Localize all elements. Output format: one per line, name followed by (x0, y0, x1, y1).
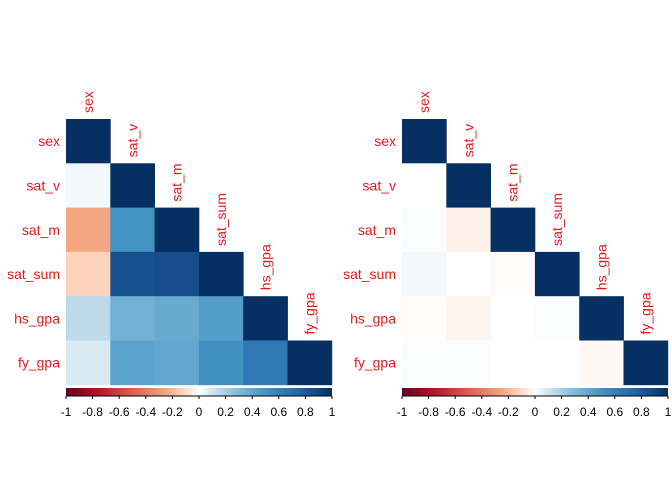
colorbar-tick-label: -0.8 (82, 405, 103, 419)
row-label-sex: sex (374, 133, 396, 149)
heatmap-cell-sat_m-sex (402, 207, 447, 253)
colorbar (402, 388, 668, 396)
colorbar-tick-label: 0.2 (217, 405, 234, 419)
heatmap-cell-sat_m-sat_m (490, 207, 536, 253)
row-label-sat_m: sat_m (22, 222, 60, 238)
correlogram-panel-2: sex sat_v sat_m sat_sum hs_gpa fy_gpa sex sat_v… (343, 91, 672, 419)
row-label-sex: sex (38, 133, 60, 149)
row-label-sat_v: sat_v (363, 177, 396, 193)
heatmap-cell-sat_sum-sex (66, 251, 111, 297)
column-label-sat_m: sat_m (169, 163, 185, 201)
colorbar-tick-label: 1 (665, 405, 672, 419)
colorbar (66, 388, 332, 396)
colorbar-tick-label: 0.6 (606, 405, 623, 419)
heatmap-cell-sat_v-sat_v (446, 163, 491, 208)
column-label-sat_v: sat_v (460, 124, 476, 157)
heatmap-cell-fy_gpa-sat_sum (534, 340, 580, 386)
colorbar-tick-label: -1 (397, 405, 408, 419)
row-label-sat_sum: sat_sum (343, 266, 396, 282)
colorbar-tick-label: -1 (61, 405, 72, 419)
heatmap-cell-sat_sum-sat_m (490, 251, 536, 297)
colorbar-tick-label: 0.4 (244, 405, 261, 419)
heatmap-cell-fy_gpa-fy_gpa (623, 340, 669, 386)
column-label-fy_gpa: fy_gpa (638, 292, 654, 334)
row-label-sat_m: sat_m (358, 222, 396, 238)
heatmap-cell-sat_sum-sat_sum (198, 251, 244, 297)
colorbar-tick-label: 1 (329, 405, 336, 419)
heatmap-cell-fy_gpa-sat_m (154, 340, 200, 386)
heatmap-cell-hs_gpa-hs_gpa (579, 296, 624, 341)
heatmap-cell-hs_gpa-sat_v (446, 296, 491, 341)
colorbar-tick-label: -0.6 (445, 405, 466, 419)
heatmap-cell-hs_gpa-sat_m (490, 296, 536, 341)
colorbar-tick-label: 0 (532, 405, 539, 419)
heatmap-cell-sat_sum-sat_m (154, 251, 200, 297)
column-label-sex: sex (80, 91, 96, 113)
heatmap-cell-sex-sex (66, 119, 111, 164)
colorbar-tick-label: 0.8 (297, 405, 314, 419)
colorbar-tick-label: 0.6 (270, 405, 287, 419)
row-label-fy_gpa: fy_gpa (354, 355, 396, 371)
row-label-hs_gpa: hs_gpa (350, 310, 396, 326)
heatmap-cell-sat_v-sex (66, 163, 111, 208)
heatmap-cell-sat_v-sat_v (110, 163, 155, 208)
colorbar-tick-label: -0.4 (471, 405, 492, 419)
column-label-fy_gpa: fy_gpa (302, 292, 318, 334)
column-label-sat_v: sat_v (124, 124, 140, 157)
heatmap-cell-sat_sum-sat_v (446, 251, 491, 297)
colorbar-tick-label: 0.2 (553, 405, 570, 419)
row-label-sat_sum: sat_sum (7, 266, 60, 282)
heatmap-cell-hs_gpa-sat_m (154, 296, 200, 341)
heatmap-cell-hs_gpa-sat_v (110, 296, 155, 341)
heatmap-cell-sat_sum-sex (402, 251, 447, 297)
heatmap-cell-fy_gpa-sat_v (110, 340, 155, 386)
heatmap-cell-fy_gpa-hs_gpa (243, 340, 288, 386)
heatmap-cell-fy_gpa-sex (402, 340, 447, 386)
heatmap-cell-sat_sum-sat_sum (534, 251, 580, 297)
colorbar-tick-label: -0.6 (109, 405, 130, 419)
column-label-sat_sum: sat_sum (213, 193, 229, 246)
colorbar-tick-label: -0.2 (498, 405, 519, 419)
colorbar-tick-label: 0 (196, 405, 203, 419)
heatmap-cell-fy_gpa-sat_m (490, 340, 536, 386)
row-label-fy_gpa: fy_gpa (18, 355, 60, 371)
heatmap-cell-hs_gpa-sat_sum (198, 296, 244, 341)
correlogram-panel-1: sex sat_v sat_m sat_sum hs_gpa fy_gpa sex sat_v… (7, 91, 336, 419)
heatmap-cell-fy_gpa-sat_sum (198, 340, 244, 386)
heatmap-cell-fy_gpa-sex (66, 340, 111, 386)
colorbar-tick-label: 0.8 (633, 405, 650, 419)
row-label-hs_gpa: hs_gpa (14, 310, 60, 326)
colorbar-tick-label: -0.2 (162, 405, 183, 419)
column-label-sat_sum: sat_sum (549, 193, 565, 246)
row-label-sat_v: sat_v (27, 177, 60, 193)
heatmap-cell-fy_gpa-sat_v (446, 340, 491, 386)
column-label-hs_gpa: hs_gpa (257, 244, 273, 290)
heatmap-cell-sat_v-sex (402, 163, 447, 208)
heatmap-cell-sat_m-sat_m (154, 207, 200, 253)
colorbar-tick-label: 0.4 (580, 405, 597, 419)
heatmap-cell-hs_gpa-sex (66, 296, 111, 341)
heatmap-cell-hs_gpa-hs_gpa (243, 296, 288, 341)
heatmap-cell-sat_m-sat_v (446, 207, 491, 253)
heatmap-cell-fy_gpa-fy_gpa (287, 340, 333, 386)
heatmap-cell-hs_gpa-sex (402, 296, 447, 341)
colorbar-tick-label: -0.8 (418, 405, 439, 419)
heatmap-cell-sex-sex (402, 119, 447, 164)
colorbar-tick-label: -0.4 (135, 405, 156, 419)
heatmap-cell-sat_sum-sat_v (110, 251, 155, 297)
column-label-sex: sex (416, 91, 432, 113)
column-label-hs_gpa: hs_gpa (593, 244, 609, 290)
heatmap-cell-sat_m-sat_v (110, 207, 155, 253)
heatmap-cell-hs_gpa-sat_sum (534, 296, 580, 341)
column-label-sat_m: sat_m (505, 163, 521, 201)
heatmap-cell-sat_m-sex (66, 207, 111, 253)
heatmap-cell-fy_gpa-hs_gpa (579, 340, 624, 386)
